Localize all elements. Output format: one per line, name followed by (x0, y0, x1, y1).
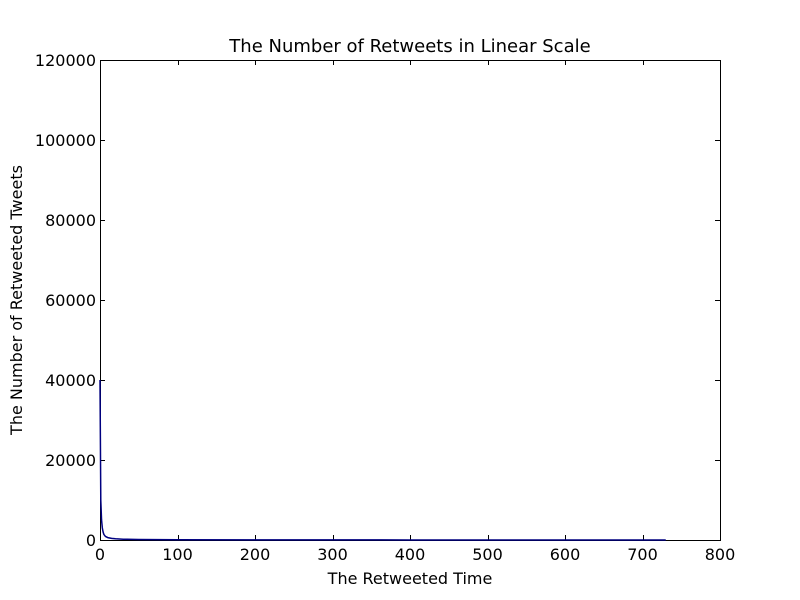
x-tick-label: 200 (240, 545, 271, 564)
y-axis-label: The Number of Retweeted Tweets (7, 165, 26, 436)
y-tick-label: 0 (86, 531, 96, 550)
y-axis: 0 20000 40000 60000 80000 100000 120000 (35, 51, 720, 550)
x-axis: 0 100 200 300 400 500 600 700 800 (95, 60, 735, 564)
y-tick-label: 40000 (45, 371, 96, 390)
y-tick-label: 20000 (45, 451, 96, 470)
x-tick-label: 300 (317, 545, 348, 564)
series-line (99, 379, 666, 541)
y-tick-label: 120000 (35, 51, 96, 70)
chart-title: The Number of Retweets in Linear Scale (228, 36, 590, 57)
y-tick-label: 60000 (45, 291, 96, 310)
x-tick-label: 600 (550, 545, 581, 564)
x-tick-label: 400 (395, 545, 426, 564)
x-tick-label: 0 (95, 545, 105, 564)
x-tick-label: 500 (472, 545, 503, 564)
x-tick-label: 100 (162, 545, 193, 564)
x-axis-label: The Retweeted Time (327, 569, 493, 588)
series-layer (99, 379, 666, 541)
x-tick-label: 800 (705, 545, 736, 564)
y-tick-label: 80000 (45, 211, 96, 230)
x-tick-label: 700 (627, 545, 658, 564)
y-tick-label: 100000 (35, 131, 96, 150)
plot-frame (100, 60, 721, 541)
